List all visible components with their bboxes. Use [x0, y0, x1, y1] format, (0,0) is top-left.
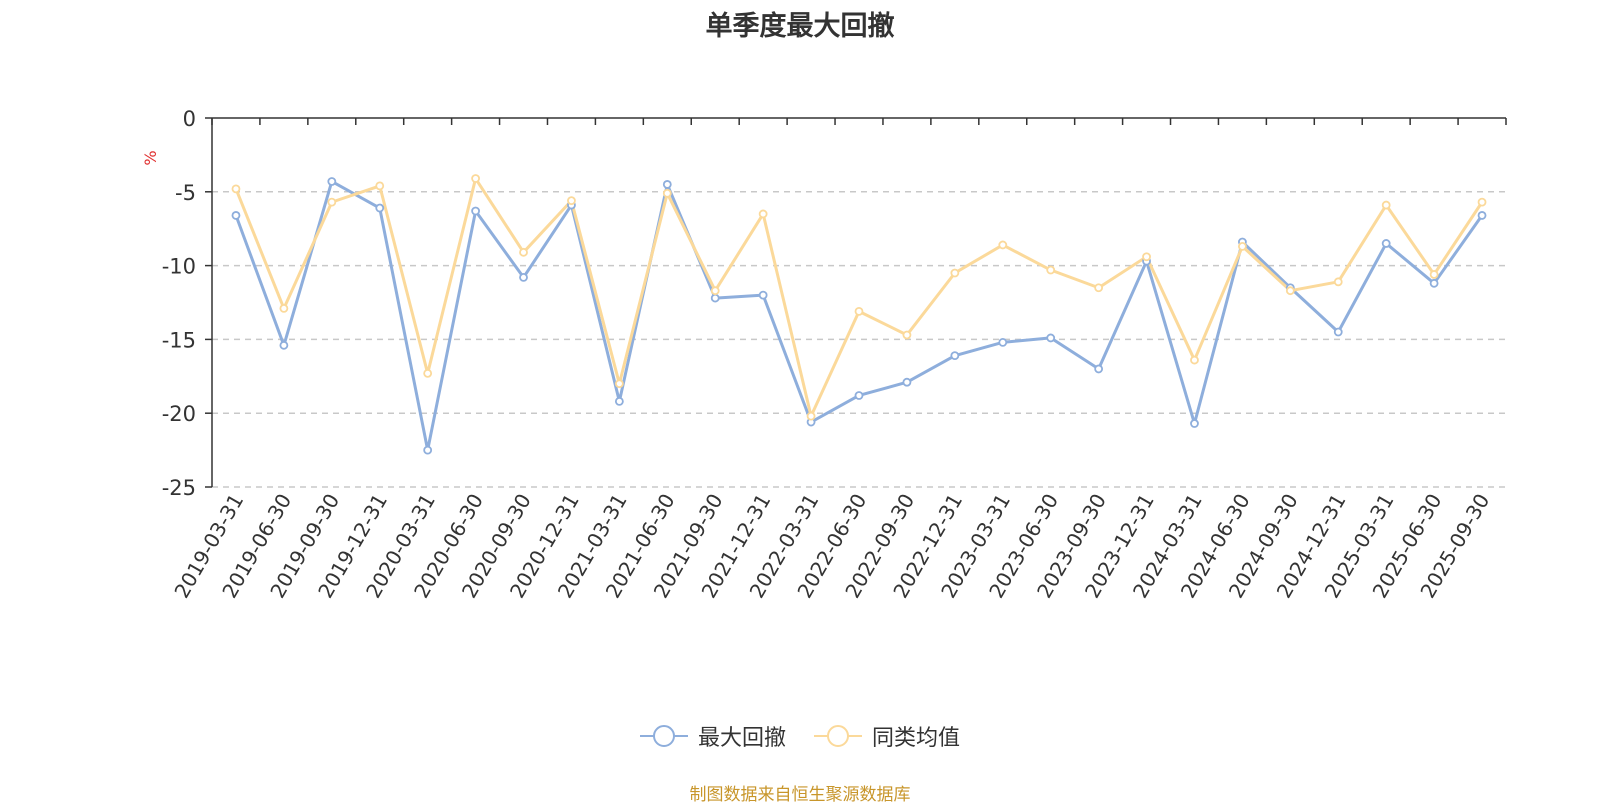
data-point-1[interactable] — [279, 304, 289, 313]
data-point-1[interactable] — [471, 174, 480, 183]
data-point-0[interactable] — [471, 206, 480, 216]
data-point-1[interactable] — [758, 209, 768, 219]
data-point-0[interactable] — [1333, 327, 1343, 337]
series-line-1 — [234, 177, 1484, 418]
data-point-0[interactable] — [1381, 239, 1391, 248]
legend-label-max-drawdown: 最大回撤 — [697, 726, 786, 751]
data-point-1[interactable] — [806, 411, 816, 421]
data-point-1[interactable] — [710, 286, 720, 296]
y-tick-label: -5 — [175, 181, 196, 205]
x-tick-labels: 2019-03-312019-06-302019-09-302019-12-31… — [169, 489, 1494, 602]
data-point-0[interactable] — [1190, 419, 1199, 428]
legend-swatch-peer-average-icon — [814, 725, 862, 747]
data-point-1[interactable] — [1094, 283, 1104, 293]
data-point-0[interactable] — [375, 203, 385, 213]
data-point-0[interactable] — [758, 290, 768, 300]
data-point-0[interactable] — [854, 391, 864, 400]
y-tick-label: 0 — [183, 107, 196, 131]
data-point-1[interactable] — [375, 181, 385, 191]
data-point-0[interactable] — [710, 293, 720, 303]
data-point-0[interactable] — [279, 340, 289, 350]
data-point-1[interactable] — [614, 379, 624, 389]
axes — [205, 117, 1507, 488]
data-point-1[interactable] — [423, 368, 433, 378]
data-point-1[interactable] — [950, 268, 960, 278]
data-point-0[interactable] — [902, 377, 912, 387]
data-point-1[interactable] — [1238, 242, 1247, 251]
chart-title: 单季度最大回撤 — [705, 11, 895, 42]
y-tick-label: -20 — [162, 402, 196, 426]
data-point-0[interactable] — [1477, 211, 1487, 220]
data-point-1[interactable] — [1046, 265, 1056, 275]
data-point-0[interactable] — [950, 351, 960, 361]
data-point-0[interactable] — [1094, 364, 1104, 374]
data-point-1[interactable] — [1333, 277, 1343, 287]
y-tick-label: -25 — [162, 476, 196, 500]
legend-item-peer-average[interactable]: 同类均值 — [814, 720, 960, 752]
data-point-1[interactable] — [1429, 270, 1439, 279]
data-point-0[interactable] — [231, 211, 241, 220]
data-point-0[interactable] — [519, 273, 528, 282]
series-line-0 — [234, 179, 1484, 452]
data-point-1[interactable] — [1381, 200, 1391, 210]
legend: 最大回撤 同类均值 — [0, 720, 1600, 752]
data-point-1[interactable] — [519, 247, 528, 257]
data-point-1[interactable] — [854, 306, 864, 316]
y-tick-label: -15 — [162, 328, 196, 352]
data-point-1[interactable] — [1477, 197, 1487, 207]
data-point-0[interactable] — [423, 445, 433, 455]
data-point-0[interactable] — [1046, 333, 1056, 343]
series-lines — [231, 174, 1487, 455]
legend-item-max-drawdown[interactable]: 最大回撤 — [639, 720, 786, 752]
data-point-1[interactable] — [1142, 252, 1151, 262]
data-point-1[interactable] — [327, 197, 337, 207]
data-point-1[interactable] — [998, 240, 1008, 250]
y-tick-labels: 0 -5 -10 -15 -20 -25 — [162, 107, 196, 500]
grid-lines — [212, 191, 1506, 488]
data-point-1[interactable] — [902, 330, 912, 340]
legend-label-peer-average: 同类均值 — [872, 726, 961, 751]
data-point-0[interactable] — [1429, 278, 1439, 288]
y-tick-label: -10 — [162, 255, 196, 279]
data-point-0[interactable] — [662, 180, 672, 189]
data-point-1[interactable] — [231, 184, 241, 194]
y-axis-label: % — [141, 150, 160, 165]
data-point-1[interactable] — [567, 196, 576, 206]
data-point-1[interactable] — [1190, 355, 1199, 365]
data-point-1[interactable] — [1285, 286, 1295, 296]
data-point-0[interactable] — [327, 177, 337, 186]
data-point-1[interactable] — [662, 188, 672, 198]
legend-swatch-max-drawdown-icon — [639, 725, 688, 747]
data-point-0[interactable] — [614, 396, 624, 406]
data-source-note: 制图数据来自恒生聚源数据库 — [689, 785, 911, 805]
data-point-0[interactable] — [998, 337, 1008, 347]
